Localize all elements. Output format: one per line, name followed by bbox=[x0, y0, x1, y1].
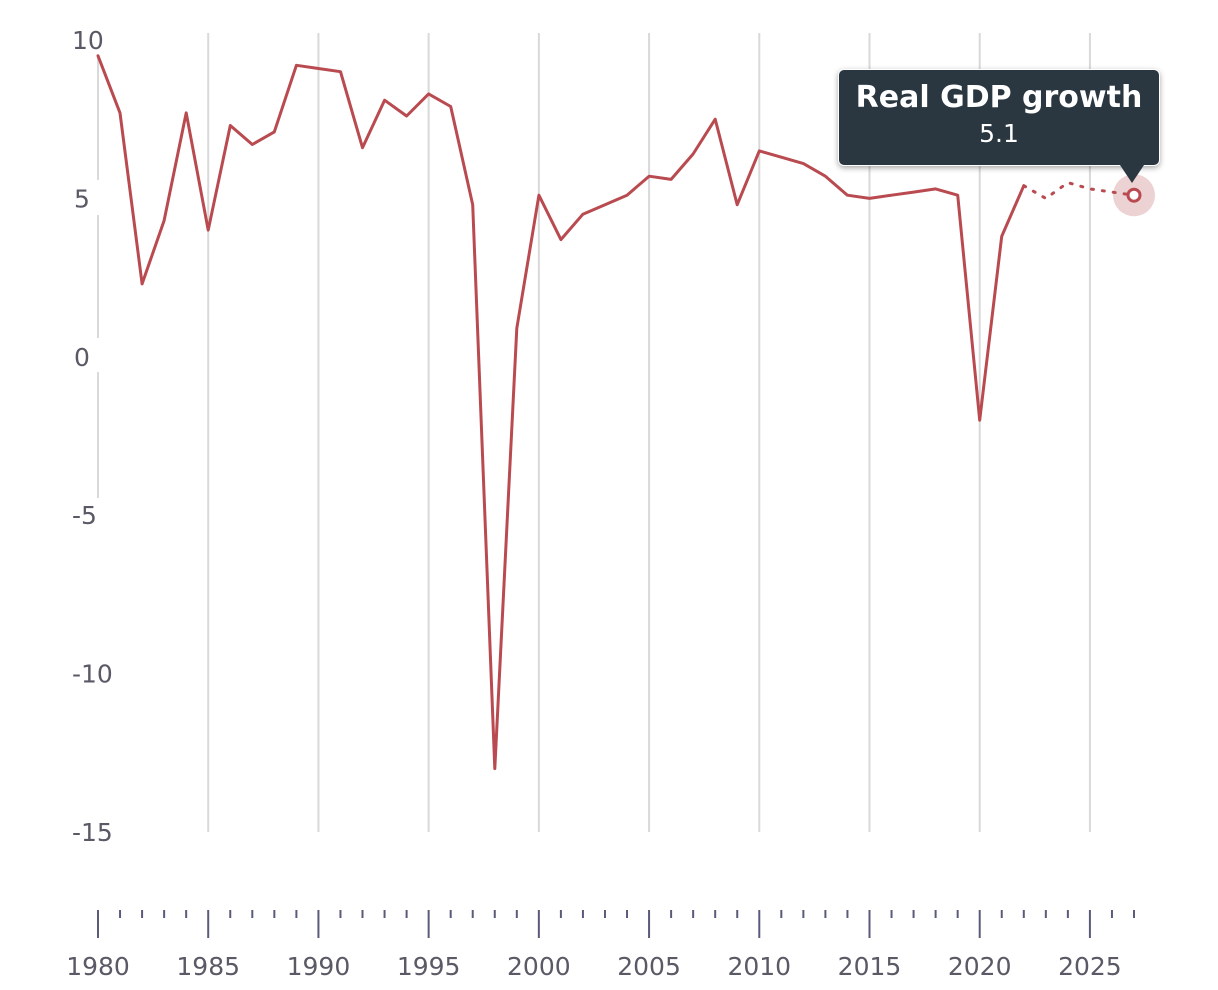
x-tick-label: 1985 bbox=[176, 952, 240, 981]
y-tick-label: -5 bbox=[72, 501, 97, 530]
x-tick-label: 2025 bbox=[1058, 952, 1122, 981]
tooltip-value: 5.1 bbox=[979, 119, 1019, 148]
hover-point bbox=[1126, 187, 1142, 203]
actual-line bbox=[96, 54, 1026, 771]
y-tick-label: -10 bbox=[72, 660, 113, 689]
y-tick-label: 0 bbox=[74, 343, 90, 372]
series-lines bbox=[96, 54, 1136, 771]
x-tick-label: 2020 bbox=[948, 952, 1012, 981]
x-tick-label: 1980 bbox=[66, 952, 130, 981]
tooltip-title: Real GDP growth bbox=[855, 80, 1143, 115]
y-tick-label: -15 bbox=[72, 818, 113, 847]
forecast-line bbox=[1022, 181, 1136, 200]
tooltip-pointer bbox=[1120, 165, 1144, 183]
vertical-gridlines bbox=[97, 33, 1091, 832]
x-tick-label: 2005 bbox=[617, 952, 681, 981]
x-tick-label: 2010 bbox=[727, 952, 791, 981]
x-tick-label: 2000 bbox=[507, 952, 571, 981]
x-tick-label: 2015 bbox=[838, 952, 902, 981]
y-axis: 10 5 0 -5 -10 -15 bbox=[72, 26, 113, 847]
x-tick-label: 1995 bbox=[397, 952, 461, 981]
x-tick-label: 1990 bbox=[287, 952, 351, 981]
y-tick-label: 5 bbox=[74, 184, 90, 213]
tooltip: Real GDP growth 5.1 bbox=[838, 69, 1160, 183]
y-tick-label: 10 bbox=[72, 26, 104, 55]
x-axis: 1980 1985 1990 1995 2000 2005 2010 2015 2020 2025 bbox=[66, 910, 1135, 981]
hover-marker-group bbox=[1113, 174, 1155, 217]
